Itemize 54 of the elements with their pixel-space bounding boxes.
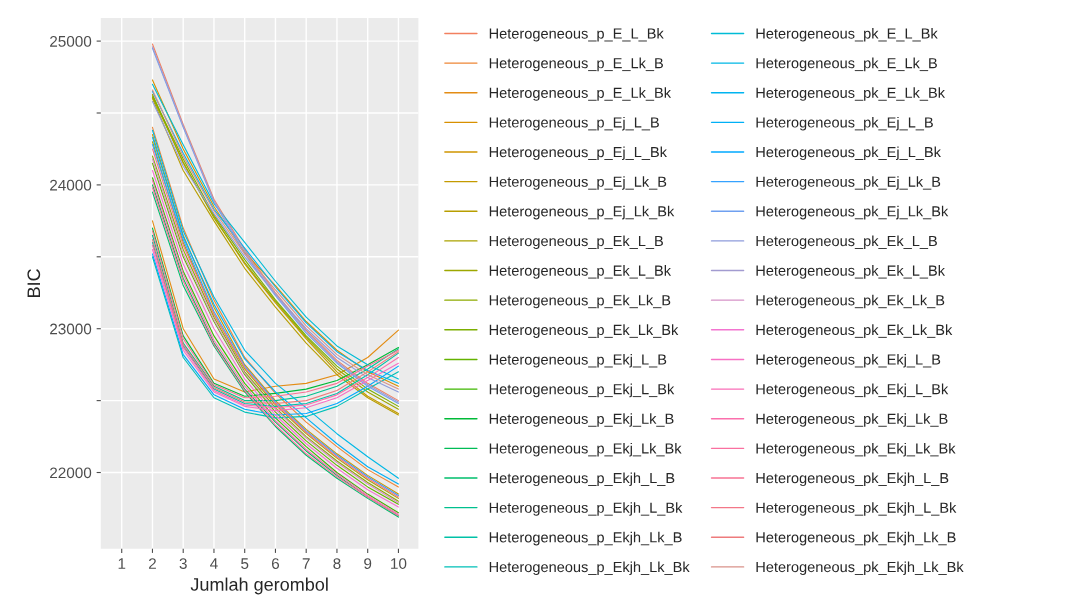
legend-label: Heterogeneous_pk_Ekj_L_B xyxy=(756,353,941,368)
legend-label: Heterogeneous_p_Ekj_L_B xyxy=(489,353,667,368)
y-tick-label: 23000 xyxy=(50,323,92,335)
x-tick-label: 8 xyxy=(333,558,341,569)
legend-label: Heterogeneous_pk_Ej_L_B xyxy=(756,116,933,131)
legend-label: Heterogeneous_p_Ek_L_B xyxy=(489,235,663,250)
legend-label: Heterogeneous_pk_Ekj_L_Bk xyxy=(756,383,949,398)
y-tick-label: 22000 xyxy=(50,467,92,479)
x-axis-title: Jumlah gerombol xyxy=(190,577,328,595)
legend-label: Heterogeneous_pk_Ekj_Lk_B xyxy=(756,413,948,427)
legend-label: Heterogeneous_p_Ekjh_L_Bk xyxy=(489,502,683,516)
x-tick-label: 4 xyxy=(210,558,218,569)
legend-label: Heterogeneous_pk_Ekjh_Lk_Bk xyxy=(756,561,964,576)
x-tick-label: 10 xyxy=(391,558,407,569)
legend-label: Heterogeneous_p_Ekjh_L_B xyxy=(489,472,675,487)
legend-label: Heterogeneous_p_Ekj_Lk_B xyxy=(489,413,674,427)
legend-label: Heterogeneous_pk_Ej_Lk_Bk xyxy=(756,205,949,220)
legend-label: Heterogeneous_p_Ej_Lk_B xyxy=(489,176,667,190)
legend-label: Heterogeneous_pk_E_L_Bk xyxy=(756,27,938,42)
x-tick-label: 3 xyxy=(179,558,187,569)
legend-label: Heterogeneous_p_Ekj_L_Bk xyxy=(489,383,675,398)
legend-label: Heterogeneous_pk_Ek_Lk_B xyxy=(756,294,945,309)
legend-label: Heterogeneous_p_Ej_L_Bk xyxy=(489,146,667,161)
legend-label: Heterogeneous_pk_Ek_L_Bk xyxy=(756,265,946,279)
legend-label: Heterogeneous_p_E_Lk_B xyxy=(489,57,663,72)
x-tick-label: 9 xyxy=(364,558,372,569)
legend-label: Heterogeneous_pk_Ej_L_Bk xyxy=(756,146,941,161)
legend-label: Heterogeneous_pk_E_Lk_Bk xyxy=(756,87,946,101)
legend-label: Heterogeneous_p_Ek_L_Bk xyxy=(489,265,672,279)
x-tick-label: 1 xyxy=(118,558,126,569)
legend-label: Heterogeneous_p_Ekjh_Lk_B xyxy=(489,531,682,546)
legend-label: Heterogeneous_p_Ej_L_B xyxy=(489,116,659,131)
x-tick-label: 5 xyxy=(241,558,249,569)
legend-label: Heterogeneous_pk_Ek_Lk_Bk xyxy=(756,324,953,338)
legend-label: Heterogeneous_pk_Ekj_Lk_Bk xyxy=(756,442,956,457)
legend-label: Heterogeneous_pk_Ekjh_L_Bk xyxy=(756,502,957,516)
legend-label: Heterogeneous_pk_Ek_L_B xyxy=(756,235,937,250)
legend-label: Heterogeneous_pk_Ekjh_Lk_B xyxy=(756,531,956,546)
y-axis-title: BIC xyxy=(27,269,41,297)
legend-label: Heterogeneous_p_Ej_Lk_Bk xyxy=(489,205,675,220)
x-tick-label: 2 xyxy=(148,558,156,569)
legend-label: Heterogeneous_p_E_L_Bk xyxy=(489,27,664,42)
y-tick-label: 24000 xyxy=(50,179,92,191)
legend-label: Heterogeneous_pk_E_Lk_B xyxy=(756,57,937,72)
legend-label: Heterogeneous_p_Ekj_Lk_Bk xyxy=(489,442,682,457)
legend-label: Heterogeneous_pk_Ej_Lk_B xyxy=(756,176,941,190)
legend-label: Heterogeneous_p_Ek_Lk_B xyxy=(489,294,671,309)
legend-label: Heterogeneous_p_Ek_Lk_Bk xyxy=(489,324,679,338)
x-tick-label: 7 xyxy=(302,558,310,569)
x-tick-label: 6 xyxy=(271,558,280,569)
y-tick-label: 25000 xyxy=(50,35,92,47)
legend-label: Heterogeneous_p_E_Lk_Bk xyxy=(489,87,672,101)
legend-label: Heterogeneous_pk_Ekjh_L_B xyxy=(756,472,949,487)
legend-label: Heterogeneous_p_Ekjh_Lk_Bk xyxy=(489,561,690,576)
